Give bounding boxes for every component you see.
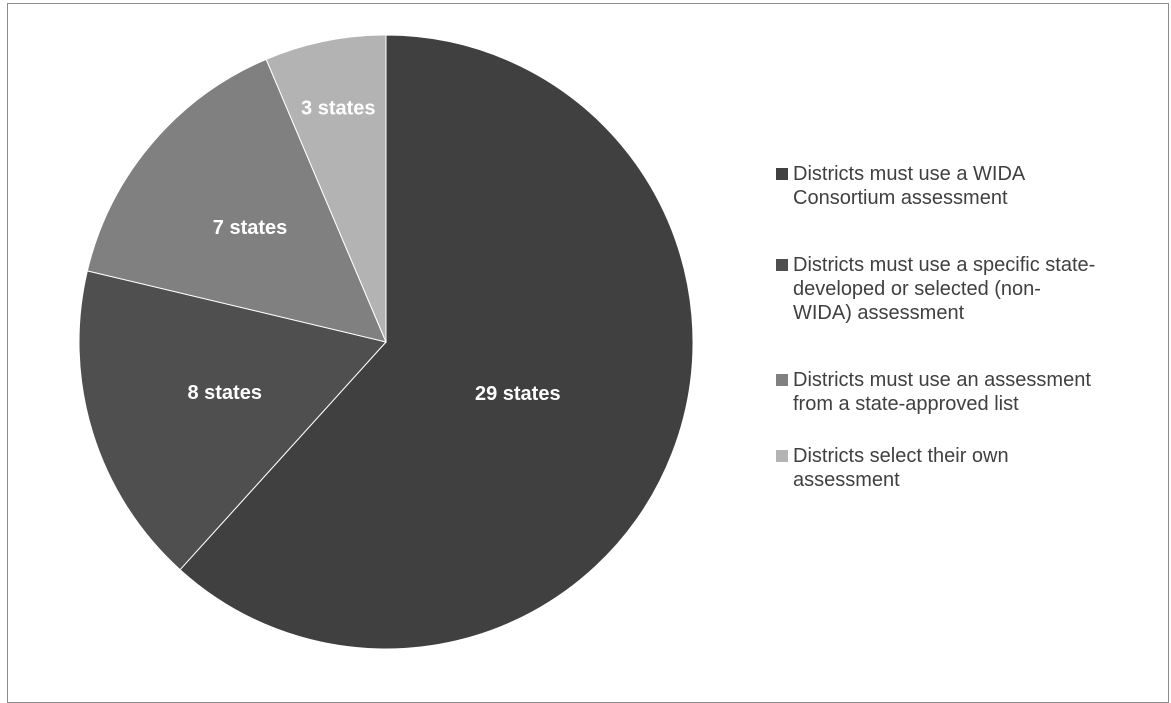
legend-swatch-1 <box>776 168 788 180</box>
pie-data-label-3: 7 states <box>213 217 288 239</box>
legend-label-1: Districts must use a WIDA Consortium asse… <box>793 162 1163 210</box>
legend-label-line: assessment <box>793 469 900 491</box>
pie-data-label-1: 29 states <box>475 383 561 405</box>
pie-chart: 29 states 8 states 7 states 3 states <box>78 34 694 650</box>
pie-slice-4 <box>265 34 387 343</box>
legend-label-line: Districts must use an assessment <box>793 369 1091 391</box>
legend-label-line: WIDA) assessment <box>793 302 965 324</box>
legend-label-3: Districts must use an assessment from a s… <box>793 368 1163 416</box>
legend-label-line: Consortium assessment <box>793 187 1008 209</box>
legend-item-3: Districts must use an assessment from a s… <box>776 368 1166 416</box>
legend-label-2: Districts must use a specific state-deve… <box>793 253 1163 325</box>
pie-data-label-2: 8 states <box>187 382 262 404</box>
pie-slice-2 <box>78 270 387 571</box>
legend-label-line: from a state-approved list <box>793 393 1019 415</box>
legend-label-line: Districts must use a specific state- <box>793 254 1096 276</box>
pie-data-label-4: 3 states <box>301 97 376 119</box>
legend-label-line: developed or selected (non- <box>793 278 1041 300</box>
legend-swatch-3 <box>776 374 788 386</box>
legend-label-4: Districts select their own assessment <box>793 444 1163 492</box>
pie-slice-3 <box>86 58 387 343</box>
legend-label-line: Districts must use a WIDA <box>793 163 1026 185</box>
pie-slices <box>78 34 694 650</box>
pie-data-labels: 29 states 8 states 7 states 3 states <box>187 97 560 404</box>
legend-item-2: Districts must use a specific state-deve… <box>776 253 1166 325</box>
legend-item-4: Districts select their own assessment <box>776 444 1166 492</box>
legend-label-line: Districts select their own <box>793 445 1009 467</box>
legend-swatch-4 <box>776 450 788 462</box>
legend-item-1: Districts must use a WIDA Consortium asse… <box>776 162 1166 210</box>
pie-slice-1 <box>179 34 694 650</box>
legend-swatch-2 <box>776 259 788 271</box>
